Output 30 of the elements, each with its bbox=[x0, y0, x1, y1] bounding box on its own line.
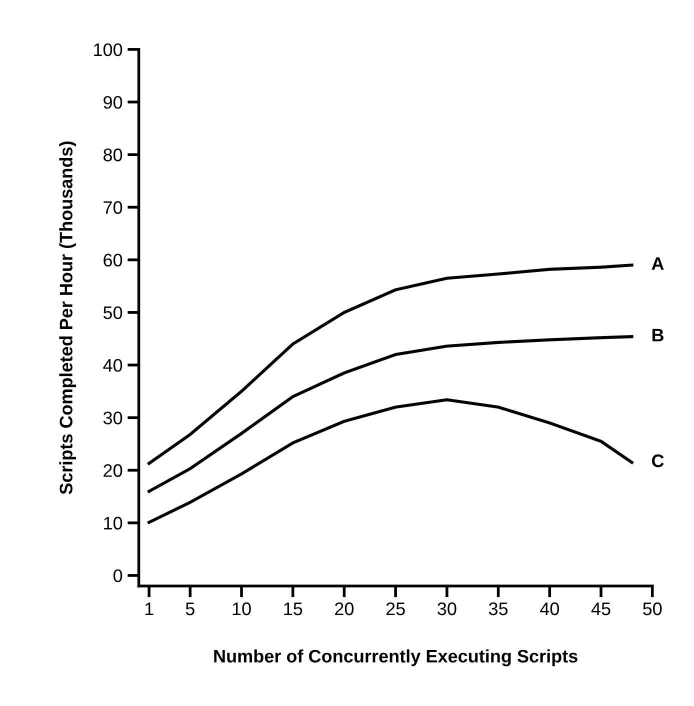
y-tick-label: 0 bbox=[113, 569, 122, 582]
y-tick-label: 80 bbox=[104, 148, 122, 162]
x-tick-label: 40 bbox=[540, 602, 559, 616]
y-tick-label: 90 bbox=[104, 96, 122, 109]
line-series bbox=[148, 398, 634, 524]
x-tick-label: 35 bbox=[488, 602, 508, 616]
x-tick-label: 15 bbox=[284, 602, 302, 616]
series-label: B bbox=[652, 328, 664, 342]
y-tick-label: 30 bbox=[103, 412, 122, 424]
line-series bbox=[148, 335, 634, 493]
y-tick-label: 70 bbox=[104, 201, 122, 214]
x-tick-label: 25 bbox=[386, 602, 405, 616]
series-label: A bbox=[652, 257, 664, 270]
series-label: C bbox=[652, 454, 664, 468]
y-tick-label: 20 bbox=[104, 464, 122, 477]
x-tick-label: 1 bbox=[145, 602, 154, 616]
x-tick-label: 20 bbox=[335, 602, 354, 616]
line-series bbox=[148, 264, 634, 465]
y-tick-label: 60 bbox=[104, 254, 122, 267]
x-tick-label: 45 bbox=[591, 602, 610, 616]
x-axis-title: Number of Concurrently Executing Scripts bbox=[214, 649, 578, 666]
x-tick-label: 10 bbox=[232, 602, 251, 616]
y-tick-label: 100 bbox=[94, 43, 122, 56]
x-tick-label: 30 bbox=[438, 602, 456, 616]
y-tick-label: 50 bbox=[103, 306, 122, 320]
x-tick-label: 50 bbox=[643, 602, 662, 616]
y-axis-title: Scripts Completed Per Hour (Thousands) bbox=[59, 142, 76, 494]
y-tick-label: 40 bbox=[103, 358, 122, 372]
x-tick-label: 5 bbox=[186, 602, 194, 616]
y-tick-label: 10 bbox=[104, 516, 122, 530]
